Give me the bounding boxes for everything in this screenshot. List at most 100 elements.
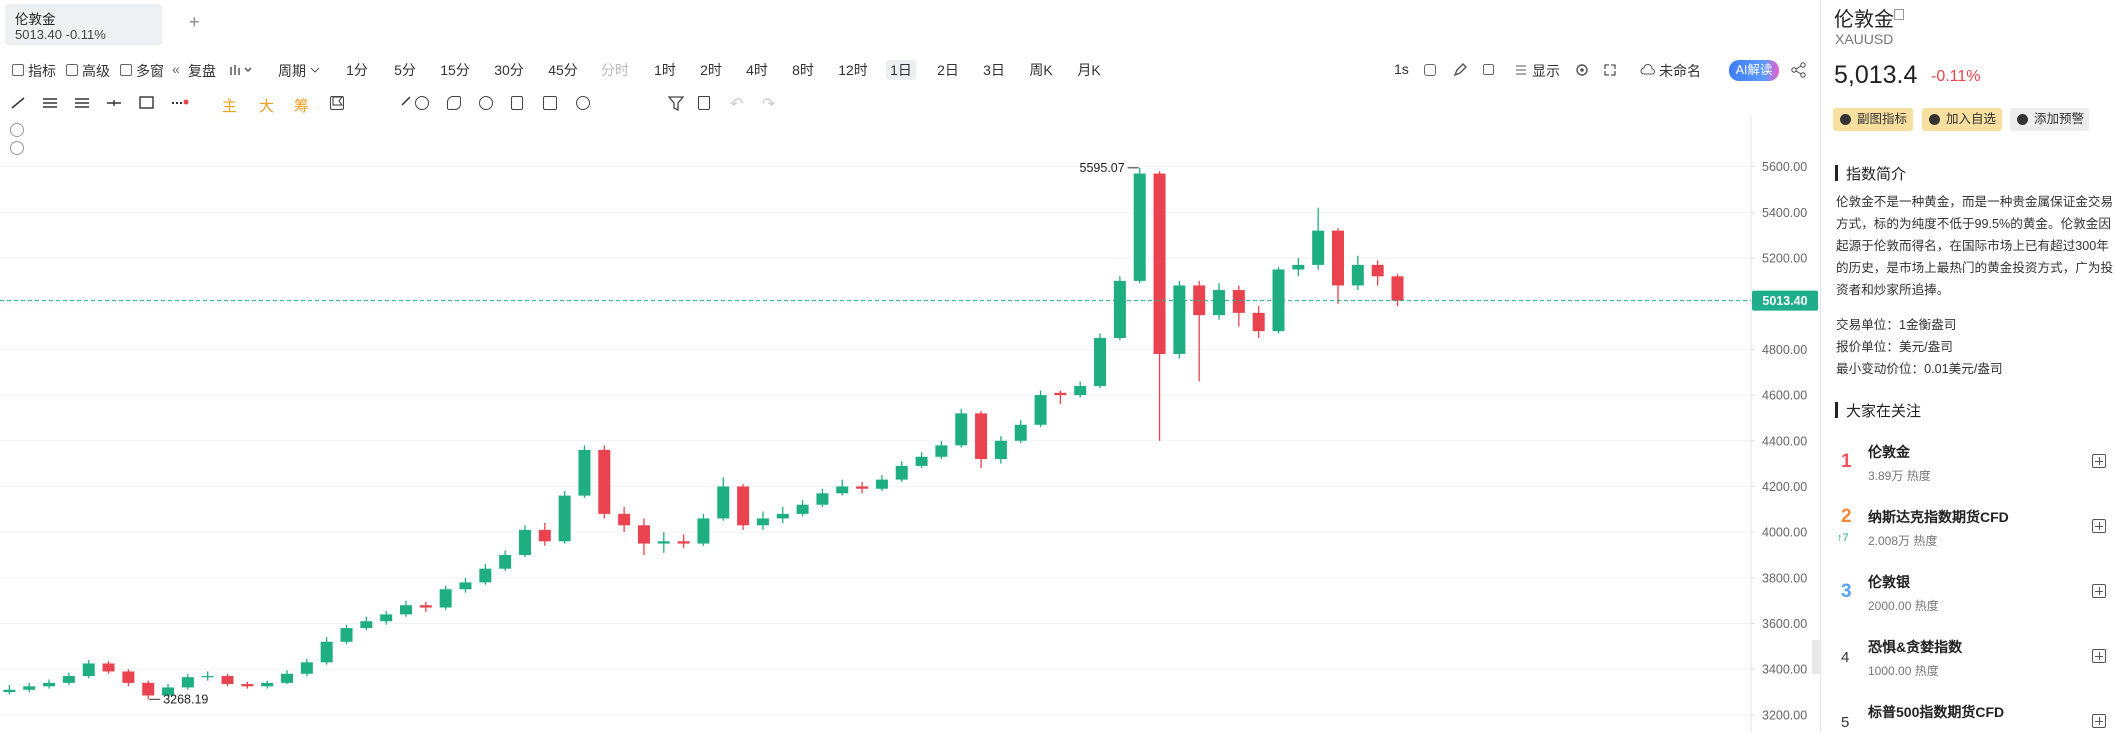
watch-name[interactable]: 恐惧&贪婪指数 xyxy=(1868,639,1963,655)
watch-name[interactable]: 标普500指数期货CFD xyxy=(1868,704,2005,720)
add-tab[interactable]: + xyxy=(189,12,200,32)
period-option[interactable]: 2日 xyxy=(937,62,959,78)
zoom-tool[interactable] xyxy=(415,96,429,110)
candle-body xyxy=(1232,290,1245,313)
spec: 交易单位：1金衡盎司 xyxy=(1836,318,1957,332)
advanced-icon xyxy=(66,64,78,76)
candle-body xyxy=(1312,230,1325,265)
cloud-icon xyxy=(1640,64,1655,75)
watchlist-button[interactable]: 加入自选 xyxy=(1922,108,2002,131)
period-option[interactable]: 12时 xyxy=(838,62,868,78)
symbol-price: 5,013.4 xyxy=(1834,61,1918,89)
note-icon[interactable] xyxy=(1483,64,1494,75)
replay-button[interactable]: 复盘 xyxy=(188,63,216,79)
candle-body xyxy=(1391,276,1404,301)
advanced-button[interactable]: 高级 xyxy=(82,63,110,79)
pen-icon[interactable] xyxy=(1453,63,1467,77)
alert-button[interactable]: 添加预警 xyxy=(2010,108,2089,131)
add-watch[interactable] xyxy=(2092,454,2106,468)
hide-tool[interactable] xyxy=(543,96,557,110)
link-tool[interactable] xyxy=(576,96,590,110)
watch-heat: 3.89万 热度 xyxy=(1868,469,1931,483)
replay-icon: « xyxy=(172,61,180,77)
period-button[interactable]: 周期 xyxy=(278,63,306,79)
period-option[interactable]: 4时 xyxy=(746,62,768,78)
max-label: 5595.07 xyxy=(1080,161,1125,175)
sub-indicator-button[interactable]: 副图指标 xyxy=(1833,108,1913,131)
add-watch[interactable] xyxy=(2092,714,2106,728)
expand-indicator[interactable] xyxy=(10,141,24,155)
tab[interactable]: 伦敦金 5013.40 -0.11% xyxy=(5,4,162,45)
period-option[interactable]: 30分 xyxy=(494,62,524,78)
display-button[interactable]: 显示 xyxy=(1532,63,1560,79)
watch-heat: 2000.00 热度 xyxy=(1868,599,1939,613)
filter-tool[interactable] xyxy=(668,96,684,111)
interval-button[interactable]: 1s xyxy=(1394,61,1409,77)
trend-line-tool[interactable] xyxy=(11,97,25,109)
candle-body xyxy=(181,677,194,688)
candle-body xyxy=(816,493,829,505)
period-option[interactable]: 周K xyxy=(1029,62,1053,78)
tab-price: 5013.40 -0.11% xyxy=(15,27,106,42)
copy-icon[interactable] xyxy=(1894,9,1904,20)
period-option[interactable]: 分时 xyxy=(601,62,629,78)
period-option[interactable]: 45分 xyxy=(548,62,578,78)
add-watch[interactable] xyxy=(2092,649,2106,663)
period-option[interactable]: 2时 xyxy=(700,62,722,78)
collapse-sidebar[interactable] xyxy=(1812,640,1820,674)
rect-tool[interactable] xyxy=(139,96,154,109)
period-option[interactable]: 15分 xyxy=(440,62,470,78)
watch-name[interactable]: 伦敦金 xyxy=(1868,444,1910,460)
candle-body xyxy=(756,518,769,526)
indicator-button[interactable]: 指标 xyxy=(28,63,56,79)
period-option[interactable]: 8时 xyxy=(792,62,814,78)
watch-title: 大家在关注 xyxy=(1846,403,1922,420)
fullscreen-icon[interactable] xyxy=(1604,64,1616,76)
watch-name[interactable]: 纳斯达克指数期货CFD xyxy=(1868,509,2009,525)
horizontal-line-tool[interactable] xyxy=(107,100,121,106)
multi-window-button[interactable]: 多窗 xyxy=(136,63,164,79)
chart: 3200.00 3400.00 3600.00 3800.00 4000.00 4200.… xyxy=(0,117,1818,732)
candle-body xyxy=(935,445,948,457)
candle-body xyxy=(82,663,95,677)
candle-body xyxy=(459,582,472,590)
sync-tool[interactable] xyxy=(330,96,344,110)
layout-button[interactable]: 未命名 xyxy=(1659,63,1701,79)
fib-tool[interactable] xyxy=(75,98,89,108)
lock-tool[interactable] xyxy=(511,96,523,110)
big-indicator[interactable]: 大 xyxy=(259,98,275,115)
watch-heat: 1000.00 热度 xyxy=(1868,664,1939,678)
settings-icon[interactable] xyxy=(1575,63,1589,77)
chip-indicator[interactable]: 筹 xyxy=(294,98,310,115)
period-option[interactable]: 5分 xyxy=(394,62,416,78)
period-option[interactable]: 3日 xyxy=(983,62,1005,78)
chart-type-button[interactable] xyxy=(229,63,255,77)
main-indicator[interactable]: 主 xyxy=(222,98,238,115)
period-option[interactable]: 1日 xyxy=(886,60,916,80)
add-watch[interactable] xyxy=(2092,519,2106,533)
candle-body xyxy=(1213,290,1226,316)
ruler-tool[interactable] xyxy=(401,96,411,106)
candle-body xyxy=(836,486,849,494)
watch-name[interactable]: 伦敦银 xyxy=(1868,574,1910,590)
candle-body xyxy=(1292,264,1305,270)
pattern-tool[interactable] xyxy=(479,96,493,110)
period-option[interactable]: 月K xyxy=(1077,62,1101,78)
y-tick-label: 4600.00 xyxy=(1762,389,1807,403)
ai-button[interactable]: AI解读 xyxy=(1729,60,1779,81)
camera-icon[interactable] xyxy=(1424,64,1436,76)
expand-indicator[interactable] xyxy=(10,123,24,137)
magnet-tool[interactable] xyxy=(332,96,343,106)
add-watch[interactable] xyxy=(2092,584,2106,598)
brush-tool[interactable] xyxy=(447,96,461,110)
candle-body xyxy=(23,686,36,690)
period-option[interactable]: 1分 xyxy=(346,62,368,78)
candle-body xyxy=(657,541,670,544)
share-icon[interactable] xyxy=(1791,62,1807,78)
spec: 报价单位：美元/盎司 xyxy=(1836,340,1953,354)
symbol-name: 伦敦金 xyxy=(1834,9,1894,31)
period-option[interactable]: 1时 xyxy=(654,62,676,78)
parallel-tool[interactable] xyxy=(43,98,57,108)
delete-tool[interactable] xyxy=(698,96,710,110)
